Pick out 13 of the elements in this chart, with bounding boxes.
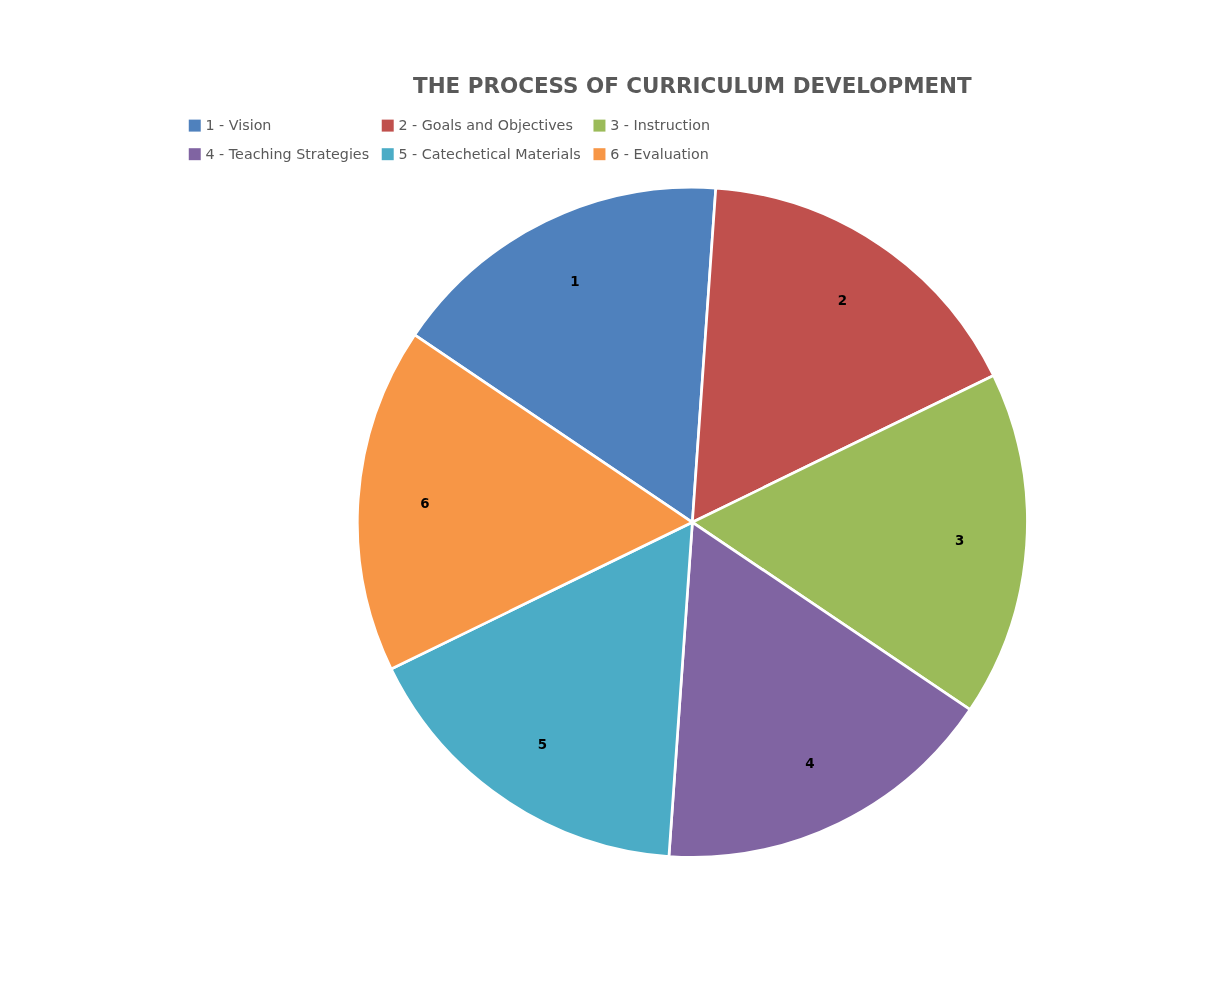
text: 4 bbox=[805, 755, 815, 771]
chart-title: THE PROCESS OF CURRICULUM DEVELOPMENT bbox=[413, 72, 973, 98]
legend-label: 3 - Instruction bbox=[610, 117, 710, 134]
text: 5 bbox=[537, 736, 548, 752]
text: 2 bbox=[837, 292, 847, 308]
text: 6 bbox=[420, 495, 430, 511]
text: 3 bbox=[955, 533, 965, 549]
legend-label: 1 - Vision bbox=[205, 117, 272, 134]
legend-label: 6 - Evaluation bbox=[610, 145, 709, 162]
legend-label: 2 - Goals and Objectives bbox=[398, 117, 573, 134]
text: 1 bbox=[570, 273, 580, 289]
legend-label: 5 - Catechetical Materials bbox=[398, 145, 581, 162]
legend-label: 4 - Teaching Strategies bbox=[205, 145, 370, 162]
